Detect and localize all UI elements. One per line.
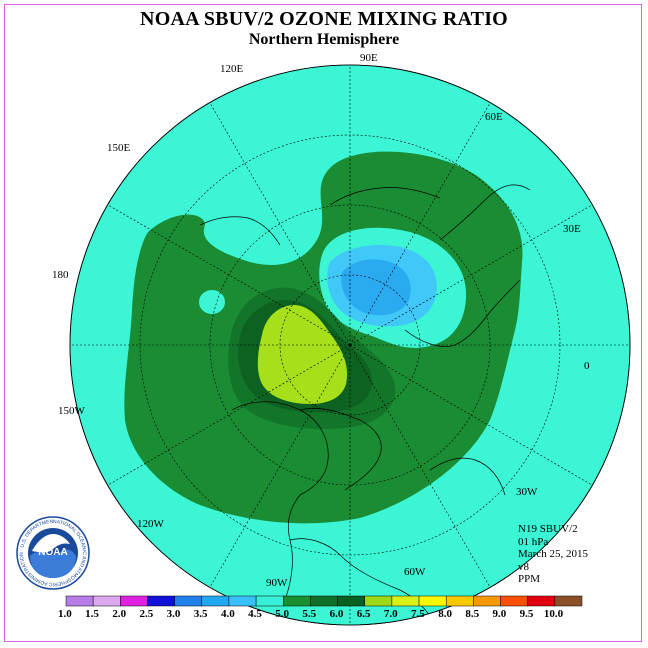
noaa-logo-text: NOAA [38, 547, 67, 558]
colorbar-swatch [120, 595, 148, 607]
colorbar-tick-label: 8.0 [438, 608, 452, 620]
colorbar-swatch [473, 595, 501, 607]
info-date: March 25, 2015 [518, 548, 588, 560]
colorbar-swatch [418, 595, 447, 607]
colorbar-swatch [201, 595, 230, 607]
contour-band-6-5 [257, 305, 348, 404]
colorbar-swatch [255, 595, 284, 607]
lon-label-60e: 60E [485, 111, 503, 123]
colorbar-swatch [92, 595, 121, 607]
colorbar-tick-label: 2.5 [139, 608, 154, 620]
info-satellite: N19 SBUV/2 [518, 523, 578, 535]
lon-label-90e: 90E [360, 52, 378, 64]
lon-label-60w: 60W [404, 566, 426, 578]
colorbar-swatch [364, 595, 393, 607]
colorbar-tick-label: 9.5 [519, 608, 534, 620]
colorbar-swatch [445, 595, 474, 607]
colorbar-tick-label: 1.0 [58, 608, 72, 620]
colorbar-tick-label: 4.0 [220, 608, 235, 620]
colorbar-tick-label: 1.5 [85, 608, 99, 620]
graticule [70, 65, 630, 625]
lon-label-120w: 120W [137, 518, 164, 530]
colorbar-tick-label: 6.5 [356, 608, 371, 620]
colorbar-swatch [554, 595, 583, 607]
colorbar-tick-label: 7.5 [411, 608, 425, 620]
colorbar-tick-label: 8.5 [465, 608, 480, 620]
map-subtitle: Northern Hemisphere [248, 31, 400, 48]
map-title: NOAA SBUV/2 OZONE MIXING RATIO [140, 8, 508, 30]
colorbar-swatch [310, 595, 338, 607]
colorbar-tick-label: 5.0 [275, 608, 289, 620]
info-block: N19 SBUV/2 01 hPa March 25, 2015 v8 PPM [518, 523, 588, 586]
colorbar-swatch [527, 595, 556, 607]
noaa-logo: NOAA NATIONAL OCEANIC AND ATMOSPHERIC AD… [16, 516, 90, 590]
lon-label-120e: 120E [220, 63, 244, 75]
lon-label-90w: 90W [266, 577, 288, 589]
colorbar-swatch [147, 595, 175, 607]
lon-label-180: 180 [52, 269, 69, 281]
colorbar-swatch [337, 595, 365, 607]
contour-small-island [199, 290, 225, 314]
colorbar-tick-label: 5.5 [302, 608, 317, 620]
plot-frame [4, 4, 642, 642]
colorbar-tick-label: 10.0 [543, 608, 564, 620]
coastlines [199, 184, 531, 625]
lon-label-30e: 30E [563, 223, 581, 235]
lon-label-30w: 30W [516, 486, 538, 498]
colorbar-swatch [500, 595, 528, 607]
info-units: PPM [518, 573, 541, 585]
info-level: 01 hPa [518, 535, 549, 548]
colorbar-tick-label: 7.0 [383, 608, 398, 620]
colorbar-tick-label: 3.5 [193, 608, 208, 620]
info-version: v8 [518, 560, 529, 573]
colorbar-tick-label: 4.5 [248, 608, 262, 620]
lon-label-0: 0 [584, 360, 590, 372]
contour-band-3-5 [341, 259, 411, 316]
colorbar-swatch [391, 595, 420, 607]
lon-label-150e: 150E [107, 142, 131, 154]
colorbar-swatch [174, 595, 203, 607]
colorbar-tick-label: 6.0 [329, 608, 344, 620]
colorbar-tick-label: 9.0 [492, 608, 507, 620]
colorbar-swatch [228, 595, 257, 607]
colorbar-swatch [283, 595, 311, 607]
colorbar-tick-label: 2.0 [112, 608, 127, 620]
lon-label-150w: 150W [58, 405, 85, 417]
colorbar-swatch [65, 595, 94, 607]
colorbar-tick-label: 3.0 [166, 608, 181, 620]
